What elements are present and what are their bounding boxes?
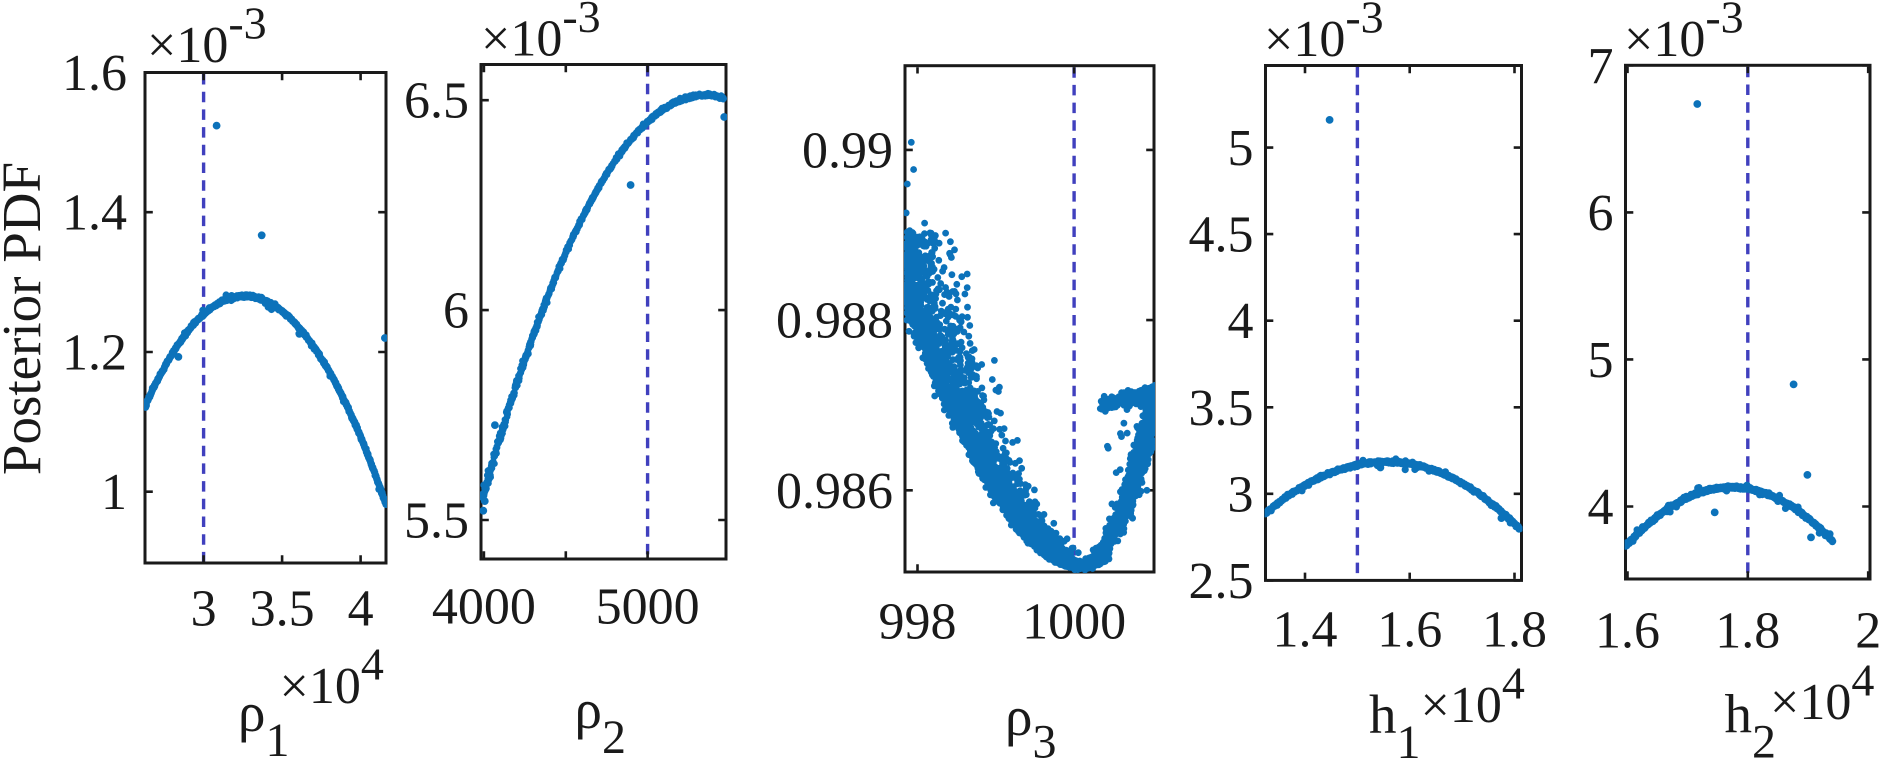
svg-text:1.6: 1.6 [1595, 603, 1660, 660]
svg-text:5000: 5000 [596, 579, 700, 636]
svg-text:4.5: 4.5 [1189, 207, 1254, 264]
svg-text:7: 7 [1588, 38, 1614, 95]
svg-text:1.6: 1.6 [62, 45, 127, 102]
svg-text:4: 4 [1588, 479, 1614, 536]
svg-text:4: 4 [1228, 293, 1254, 350]
svg-text:1: 1 [101, 464, 127, 521]
svg-text:0.986: 0.986 [776, 463, 893, 520]
svg-text:2.5: 2.5 [1189, 553, 1254, 610]
svg-text:3.5: 3.5 [1189, 380, 1254, 437]
svg-text:5: 5 [1228, 120, 1254, 177]
svg-text:3: 3 [191, 581, 217, 638]
svg-text:6: 6 [443, 283, 469, 340]
svg-text:6: 6 [1588, 185, 1614, 242]
svg-text:6.5: 6.5 [404, 73, 469, 130]
svg-text:1000: 1000 [1022, 594, 1126, 651]
svg-text:1.4: 1.4 [62, 185, 127, 242]
svg-text:5.5: 5.5 [404, 493, 469, 550]
svg-text:1.8: 1.8 [1482, 602, 1547, 659]
svg-text:0.99: 0.99 [802, 122, 893, 179]
svg-text:×10-3: ×10-3 [481, 0, 601, 68]
svg-text:3.5: 3.5 [250, 581, 315, 638]
svg-text:1.4: 1.4 [1273, 602, 1338, 659]
svg-text:1.8: 1.8 [1715, 603, 1780, 660]
svg-text:1.6: 1.6 [1377, 602, 1442, 659]
svg-text:1.2: 1.2 [62, 325, 127, 382]
svg-text:2: 2 [1855, 603, 1881, 660]
svg-text:998: 998 [879, 594, 957, 651]
svg-text:Posterior PDF: Posterior PDF [0, 162, 52, 475]
svg-text:5: 5 [1588, 332, 1614, 389]
svg-text:3: 3 [1228, 466, 1254, 523]
svg-text:0.988: 0.988 [776, 293, 893, 350]
svg-text:4000: 4000 [432, 579, 536, 636]
svg-text:4: 4 [348, 581, 374, 638]
